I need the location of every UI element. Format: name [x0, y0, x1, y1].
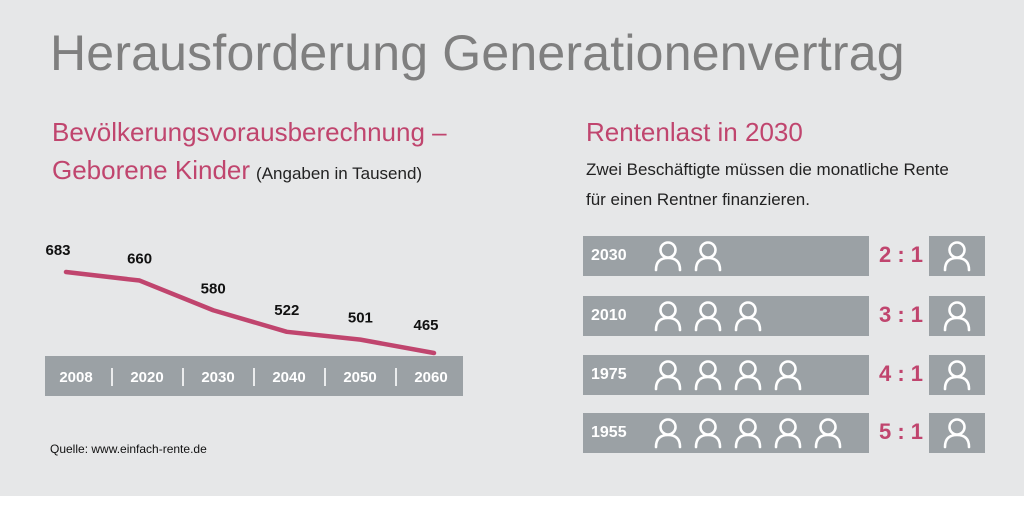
retiree-box: [929, 236, 985, 276]
retiree-box: [929, 413, 985, 453]
workers-bar: 2030: [583, 236, 869, 276]
person-icon: [653, 358, 683, 397]
source-note: Quelle: www.einfach-rente.de: [50, 442, 207, 456]
person-icon: [693, 239, 723, 278]
person-outline-icon: [814, 418, 842, 449]
person-outline-icon: [734, 360, 762, 391]
person-icon: [733, 299, 763, 338]
data-label-2050: 501: [348, 310, 373, 327]
retiree-box: [929, 355, 985, 395]
x-tick-2060: 2060: [414, 369, 447, 386]
person-icon: [733, 416, 763, 455]
person-icon: [733, 358, 763, 397]
person-icon: [693, 416, 723, 455]
person-outline-icon: [774, 360, 802, 391]
person-icon: [813, 416, 843, 455]
retiree-icon: [942, 416, 972, 455]
ratio-value: 3 : 1: [878, 302, 924, 327]
data-label-2008: 683: [45, 242, 70, 259]
retiree-icon: [942, 358, 972, 397]
person-outline-icon: [654, 241, 682, 272]
pension-description-line1: Zwei Beschäftigte müssen die monatliche …: [586, 160, 949, 179]
person-icon: [653, 416, 683, 455]
person-icon: [773, 358, 803, 397]
row-year-label: 2010: [591, 307, 627, 324]
person-outline-icon: [943, 241, 971, 272]
person-icon: [773, 416, 803, 455]
x-tick-2050: 2050: [343, 369, 376, 386]
row-year-label: 2030: [591, 247, 627, 264]
retiree-icon: [942, 299, 972, 338]
workers-bar: 2010: [583, 296, 869, 336]
row-year-label: 1955: [591, 424, 627, 441]
person-outline-icon: [943, 418, 971, 449]
person-outline-icon: [694, 360, 722, 391]
ratio-value: 2 : 1: [878, 242, 924, 267]
person-outline-icon: [694, 418, 722, 449]
chart-heading-line2: Geborene Kinder (Angaben in Tausend): [52, 155, 422, 186]
chart-unit-note: (Angaben in Tausend): [256, 164, 423, 183]
ratio-row-2030: 2030 2 : 1: [583, 236, 985, 276]
x-tick-2020: 2020: [130, 369, 163, 386]
person-icon: [653, 239, 683, 278]
data-label-2060: 465: [413, 317, 438, 334]
person-outline-icon: [943, 360, 971, 391]
chart-heading-main: Geborene Kinder: [52, 155, 251, 185]
person-outline-icon: [694, 241, 722, 272]
person-outline-icon: [943, 301, 971, 332]
x-tick-2008: 2008: [59, 369, 92, 386]
person-outline-icon: [694, 301, 722, 332]
workers-bar: 1955: [583, 413, 869, 453]
row-year-label: 1975: [591, 366, 627, 383]
x-tick-2030: 2030: [201, 369, 234, 386]
person-icon: [693, 299, 723, 338]
person-icon: [693, 358, 723, 397]
data-label-2020: 660: [127, 251, 152, 268]
person-outline-icon: [734, 418, 762, 449]
page-title: Herausforderung Generationenvertrag: [50, 25, 905, 81]
person-outline-icon: [654, 360, 682, 391]
person-outline-icon: [774, 418, 802, 449]
chart-heading-line1: Bevölkerungsvorausberechnung –: [52, 117, 447, 147]
infographic-card: Herausforderung Generationenvertrag Bevö…: [0, 0, 1024, 496]
person-outline-icon: [734, 301, 762, 332]
x-tick-2040: 2040: [272, 369, 305, 386]
data-label-2040: 522: [274, 302, 299, 319]
pension-description-line2: für einen Rentner finanzieren.: [586, 190, 810, 209]
person-outline-icon: [654, 301, 682, 332]
workers-bar: 1975: [583, 355, 869, 395]
ratio-row-2010: 2010 3 : 1: [583, 296, 985, 336]
ratio-row-1955: 1955 5 : 1: [583, 413, 985, 453]
pension-heading: Rentenlast in 2030: [586, 117, 803, 147]
births-line-chart: 683 660 580 522 501 465 2008 2020 2030 2040 2050 20…: [45, 242, 463, 396]
person-outline-icon: [654, 418, 682, 449]
series-line: [63, 269, 437, 356]
ratio-value: 5 : 1: [878, 419, 924, 444]
retiree-icon: [942, 239, 972, 278]
data-label-2030: 580: [201, 280, 226, 297]
person-icon: [653, 299, 683, 338]
retiree-box: [929, 296, 985, 336]
ratio-value: 4 : 1: [878, 361, 924, 386]
ratio-row-1975: 1975 4 : 1: [583, 355, 985, 395]
